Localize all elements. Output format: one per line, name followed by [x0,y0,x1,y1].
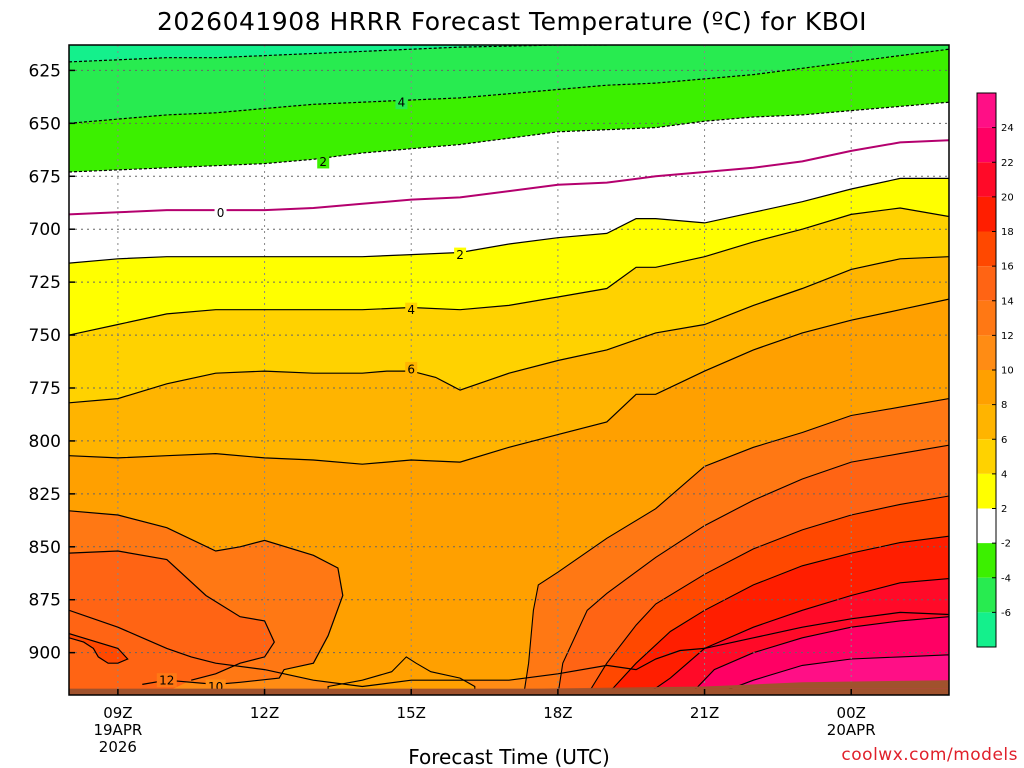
colorbar-swatch [977,300,996,336]
y-tick-label: 825 [29,485,61,505]
colorbar-tick-label: -4 [1001,573,1011,584]
x-tick-date-label: 19APR [93,721,142,739]
contour-label-bg [395,95,408,110]
credit-link[interactable]: coolwx.com/models [841,745,1018,765]
contour-label-bg [317,154,330,169]
contour-label: 4 [407,303,415,317]
contour-label: 2 [319,155,327,169]
y-tick-label: 875 [29,591,61,611]
y-tick-label: 675 [29,167,61,187]
band-pocket-8-low [327,656,476,695]
colorbar-tick-label: 10 [1001,366,1014,377]
contour-label-bg [405,302,418,317]
colorbar-legend: 24 22 20 18 16 14 12 10 8 6 4 2 -2 -4 -6 [976,92,1014,648]
x-tick-label: 18Z [543,704,572,722]
y-tick-label: 850 [29,538,61,558]
chart-title: 2026041908 HRRR Forecast Temperature (ºC… [157,7,867,36]
contour-label: 2 [456,248,464,262]
contour-line-minus-2 [69,101,949,173]
y-tick-label: 725 [29,273,61,293]
y-tick-label: 750 [29,326,61,346]
x-tick-label: 09Z [103,704,132,722]
y-tick-label: 700 [29,220,61,240]
x-tick-date-label: 2026 [99,738,137,756]
colorbar-swatch [977,231,996,267]
colorbar-swatch [977,508,996,544]
colorbar-tick-label: -2 [1001,539,1011,550]
contour-line-2 [69,177,949,264]
colorbar-tick-label: 20 [1001,192,1014,203]
contour-label-bg [454,247,467,262]
ground-slope [533,680,949,689]
colorbar-tick-label: -6 [1001,608,1011,619]
colorbar-tick-label: 22 [1001,158,1014,169]
contour-label: 12 [159,674,174,688]
colorbar-swatch [977,162,996,197]
x-tick-label: 12Z [250,704,279,722]
colorbar-swatch [977,127,996,163]
plot-frame [68,44,950,696]
colorbar-swatch [977,543,996,578]
colorbar-tick-label: 18 [1001,227,1014,238]
colorbar-swatch [977,612,996,647]
contour-label-bg [214,205,227,220]
contour-label-bg [156,673,177,688]
contour-line-4 [69,207,949,336]
contour-label: 4 [398,96,406,110]
x-tick-label: 15Z [397,704,426,722]
band-pocket-16 [69,633,128,695]
contour-line-6 [69,256,949,404]
colorbar-tick-label: 14 [1001,296,1014,307]
y-tick-label: 650 [29,114,61,134]
colorbar-swatch [977,439,996,474]
contour-line-minus-4 [69,48,949,124]
y-axis: 625 650 675 700 725 750 775 800 825 850 875 900 [29,61,75,664]
contour-label-bg [405,361,418,376]
y-tick-label: 625 [29,61,61,81]
contour-label: 6 [407,362,415,376]
filled-contour-bands [69,45,949,695]
colorbar-tick-label: 12 [1001,331,1014,342]
colorbar-swatch [977,370,996,405]
colorbar-tick-label: 6 [1001,435,1007,446]
x-tick-label: 21Z [690,704,719,722]
contour-line-8 [69,298,949,465]
colorbar-swatch [977,93,996,128]
contour-line-14 [69,550,275,681]
contour-label: 0 [217,206,225,220]
colorbar-tick-label: 2 [1001,504,1007,515]
y-tick-label: 900 [29,644,61,664]
contour-line-16 [69,633,129,664]
x-tick-label: 00Z [837,704,866,722]
contour-line-10 [69,609,949,688]
colorbar-tick-label: 16 [1001,262,1014,273]
colorbar-swatch [977,266,996,301]
x-axis-title: Forecast Time (UTC) [408,745,610,768]
colorbar-swatch [977,404,996,440]
colorbar-swatch [977,335,996,370]
ground-surface [69,688,949,695]
y-tick-label: 775 [29,379,61,399]
y-tick-label: 800 [29,432,61,452]
colorbar-swatch [977,473,996,509]
colorbar-tick-label: 24 [1001,123,1014,134]
colorbar-tick-label: 8 [1001,400,1007,411]
x-tick-date-label: 20APR [827,721,876,739]
colorbar-swatch [977,196,996,232]
contour-line-12 [69,510,344,686]
colorbar-tick-label: 4 [1001,469,1007,480]
colorbar-swatch [977,577,996,613]
